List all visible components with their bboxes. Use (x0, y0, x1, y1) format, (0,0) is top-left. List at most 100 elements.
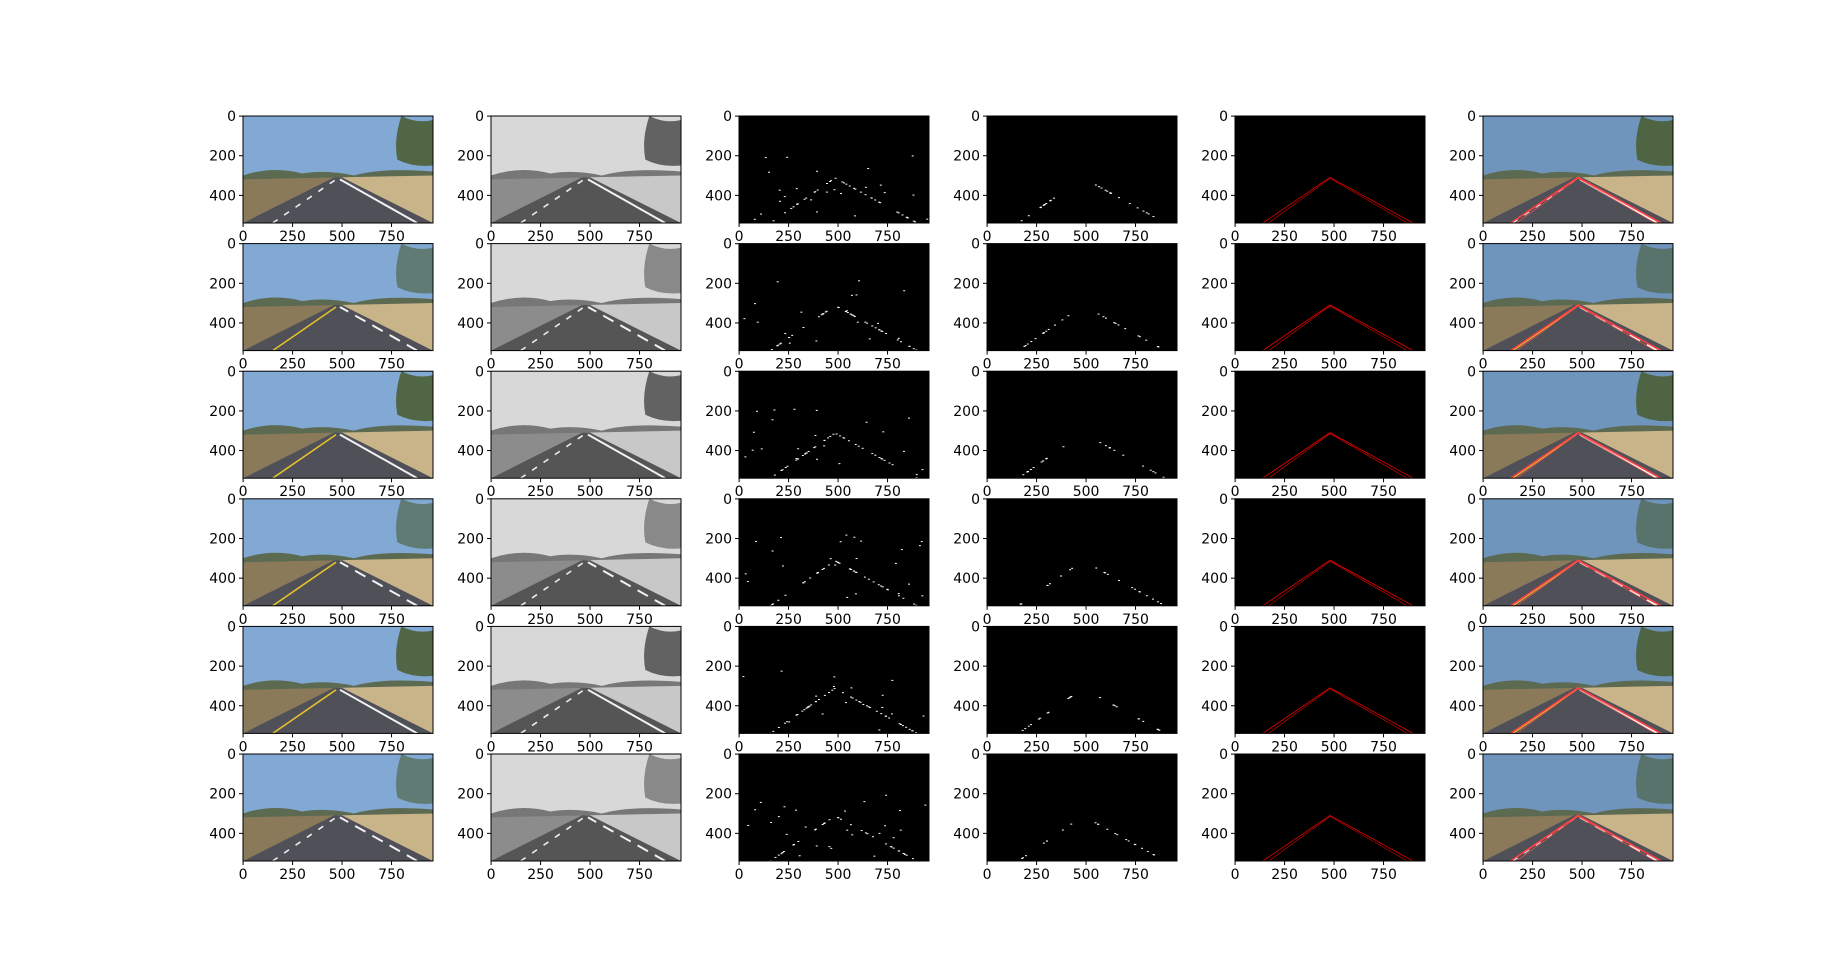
edge-pixel (888, 717, 891, 719)
background (987, 243, 1177, 351)
x-tick-label: 250 (775, 612, 802, 628)
edge-pixel (793, 843, 796, 845)
right-lane-line (339, 816, 418, 861)
edge-pixel (852, 315, 855, 317)
axes-frame (490, 625, 682, 734)
axes-frame (242, 753, 434, 862)
y-tick-label: 0 (971, 237, 980, 253)
y-tick-label: 200 (457, 404, 484, 420)
image-content (491, 754, 681, 861)
y-tick-label: 0 (475, 364, 484, 380)
hough-line (1268, 433, 1408, 479)
x-tick-label: 500 (1321, 357, 1348, 373)
right-lane-line (587, 306, 666, 351)
image (491, 371, 681, 479)
edge-pixel (1027, 215, 1030, 217)
trees (644, 626, 681, 677)
x-tick-label: 500 (825, 867, 852, 883)
edge-pixel (859, 191, 862, 193)
axes-frame (986, 753, 1178, 862)
edge-pixel (878, 201, 881, 203)
y-tick-label: 0 (475, 109, 484, 125)
edge-pixel (777, 599, 780, 601)
x-tick-label: 750 (874, 357, 901, 373)
right-lane-line (339, 178, 418, 223)
edge-pixel (815, 828, 817, 830)
hough-line (1262, 176, 1414, 223)
edge-pixel (845, 311, 848, 313)
edge-pixel (1100, 187, 1103, 189)
trees (1636, 498, 1673, 549)
right-ground (1578, 175, 1673, 223)
edge-pixel (1152, 216, 1155, 218)
subplot: 0 250 500 750 0 200 400 (209, 364, 434, 500)
edge-pixel (1025, 855, 1027, 857)
edge-pixel (1106, 190, 1109, 192)
edge-pixel (922, 715, 925, 717)
image (987, 754, 1177, 861)
x-tick-label: 750 (1122, 612, 1149, 628)
image-content (739, 626, 929, 734)
image-content (1483, 116, 1673, 223)
edge-pixel (897, 595, 900, 597)
edge-pixel (881, 694, 884, 696)
edge-pixel (1023, 345, 1026, 347)
background (739, 243, 929, 351)
edge-pixel (793, 408, 796, 410)
image (739, 626, 929, 734)
x-tick-label: 250 (775, 357, 802, 373)
edge-pixel (752, 431, 755, 433)
subplot: 0 250 500 750 0 200 400 (705, 747, 930, 883)
background (739, 371, 929, 479)
edge-pixel (783, 196, 786, 198)
edge-pixel (1134, 588, 1136, 590)
edge-pixel (884, 825, 887, 827)
edge-pixel (809, 577, 812, 579)
edge-pixel (1134, 844, 1137, 846)
edge-pixel (780, 853, 783, 855)
edge-pixel (1147, 213, 1150, 215)
x-tick-label: 0 (1479, 739, 1488, 755)
axes-frame (490, 115, 682, 224)
y-tick-label: 200 (1201, 659, 1228, 675)
x-tick-label: 250 (1519, 612, 1546, 628)
edge-pixel (854, 571, 857, 573)
x-tick-label: 250 (1023, 484, 1050, 500)
edge-pixel (901, 725, 904, 727)
x-tick-label: 750 (1370, 484, 1397, 500)
edge-pixel (764, 157, 767, 159)
y-tick-label: 200 (1449, 532, 1476, 548)
image (987, 626, 1177, 734)
edge-pixel (823, 823, 825, 825)
edge-pixel (883, 459, 886, 461)
x-tick-label: 250 (527, 484, 554, 500)
edge-pixel (845, 534, 848, 536)
road (243, 177, 433, 223)
edge-pixel (1046, 840, 1049, 842)
subplot: 0 250 500 750 0 200 400 (209, 619, 434, 755)
x-tick-label: 0 (983, 229, 992, 245)
edge-pixel (1131, 587, 1134, 589)
edge-pixel (801, 455, 804, 457)
edge-pixel (840, 193, 842, 195)
x-tick-label: 500 (329, 357, 356, 373)
edge-pixel (1027, 725, 1030, 727)
x-tick-label: 500 (825, 229, 852, 245)
edge-pixel (881, 706, 884, 708)
y-tick-label: 400 (209, 699, 236, 715)
edge-pixel (788, 721, 791, 723)
edge-pixel (1106, 828, 1109, 830)
edge-pixel (815, 701, 818, 703)
y-tick-label: 0 (971, 492, 980, 508)
x-tick-label: 750 (626, 357, 653, 373)
edge-pixel (821, 713, 824, 715)
edge-pixel (780, 469, 783, 471)
background (1235, 243, 1425, 351)
edge-pixel (900, 549, 903, 551)
left-lane-line (272, 689, 337, 734)
trees (644, 243, 681, 294)
edge-pixel (1142, 465, 1145, 467)
edge-pixel (867, 168, 870, 170)
edge-pixel (772, 603, 775, 605)
y-tick-label: 0 (1219, 619, 1228, 635)
